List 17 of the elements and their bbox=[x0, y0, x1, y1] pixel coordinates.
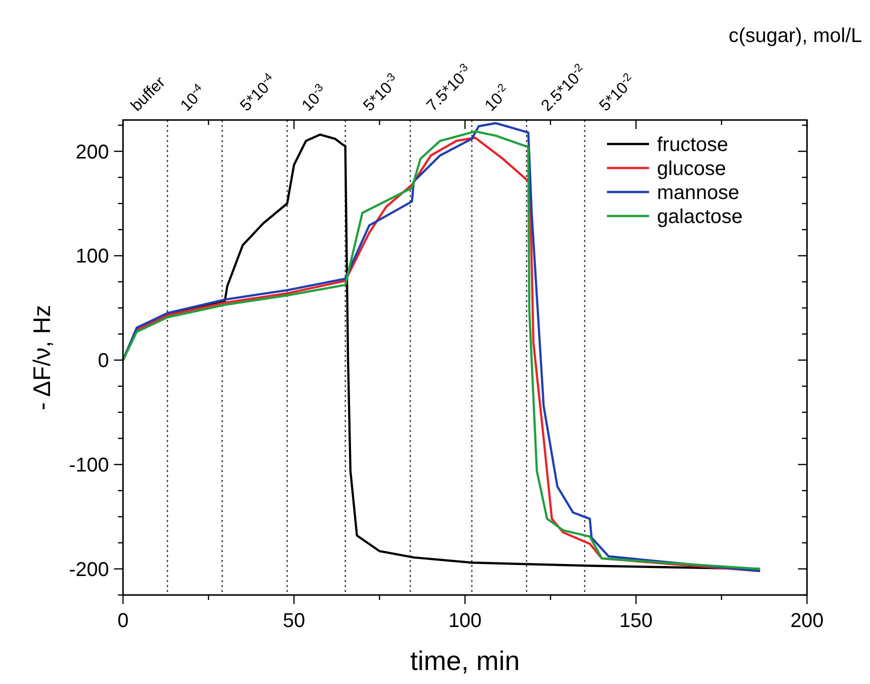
y-tick-label: 100 bbox=[76, 246, 109, 268]
y-tick-label: 0 bbox=[98, 350, 109, 372]
legend-label: glucose bbox=[657, 158, 726, 180]
y-tick-label: -200 bbox=[68, 558, 109, 581]
x-tick-label: 0 bbox=[117, 610, 129, 632]
x-tick-label: 100 bbox=[448, 610, 482, 632]
y-tick-label: 200 bbox=[76, 141, 109, 164]
x-tick-label: 50 bbox=[282, 610, 306, 632]
y-tick-label: -100 bbox=[68, 454, 109, 477]
x-axis-title: time, min bbox=[410, 646, 520, 676]
x-tick-label: 150 bbox=[619, 610, 653, 632]
legend-label: galactose bbox=[657, 206, 743, 228]
legend-label: fructose bbox=[657, 134, 728, 156]
text: c(sugar), mol/L bbox=[728, 25, 862, 47]
x-tick-label: 200 bbox=[790, 610, 824, 632]
y-axis-title: - ΔF/ν, Hz bbox=[29, 304, 56, 410]
legend-label: mannose bbox=[657, 182, 740, 204]
